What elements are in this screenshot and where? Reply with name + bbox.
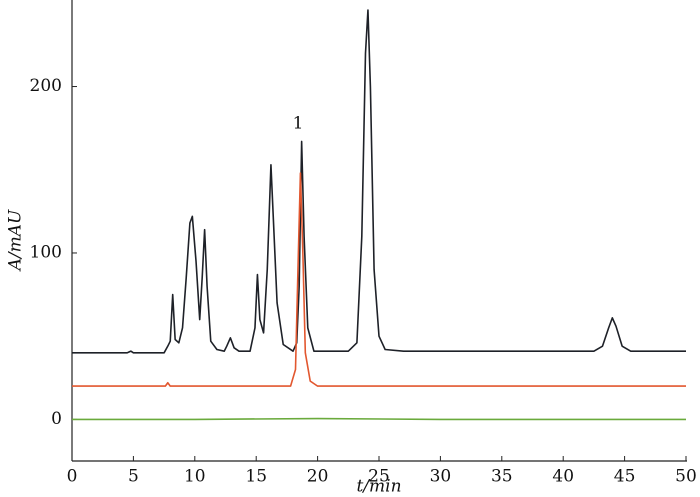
x-axis-label: t/min — [356, 477, 401, 497]
x-tick-label: 20 — [307, 467, 329, 487]
y-tick-label: 0 — [51, 409, 62, 429]
x-tick-label: 30 — [430, 467, 452, 487]
x-tick-label: 0 — [67, 467, 78, 487]
series-line — [72, 172, 686, 387]
x-tick-label: 5 — [128, 467, 139, 487]
x-tick-label: 25 — [368, 467, 390, 487]
x-tick-label: 45 — [614, 467, 636, 487]
y-axis-label: A/mAU — [6, 209, 26, 272]
x-tick-label: 40 — [552, 467, 574, 487]
x-tick-label: 10 — [184, 467, 206, 487]
y-tick-label: 200 — [30, 76, 62, 96]
y-tick-label: 100 — [30, 242, 62, 262]
x-tick-label: 35 — [491, 467, 513, 487]
series-line — [72, 417, 686, 421]
series-line — [72, 9, 686, 354]
peak-annotation: 1 — [293, 114, 304, 134]
x-tick-label: 50 — [675, 467, 697, 487]
x-tick-label: 15 — [245, 467, 267, 487]
